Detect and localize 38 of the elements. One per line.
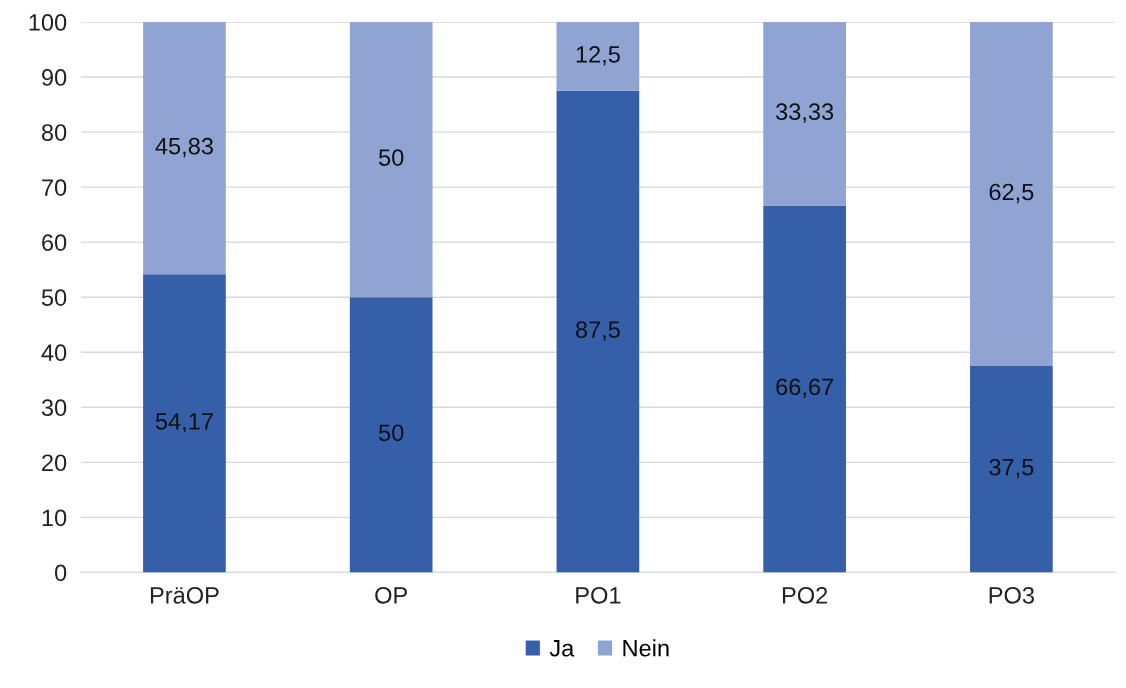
data-label: 37,5 (989, 458, 1034, 479)
bar (349, 297, 433, 573)
y-tick-label: 70 (42, 179, 67, 196)
bar (970, 366, 1053, 573)
data-label: 62,5 (989, 183, 1034, 204)
x-tick-label: PO2 (782, 586, 828, 604)
bar (763, 205, 846, 573)
y-tick-label: 10 (42, 509, 67, 527)
legend-label: Nein (623, 639, 669, 657)
bar (143, 274, 226, 573)
y-tick-label: 60 (42, 234, 67, 251)
data-label: 66,67 (776, 378, 833, 399)
y-tick-label: 20 (42, 454, 67, 472)
bar (763, 22, 846, 206)
y-tick-label: 50 (41, 289, 67, 306)
data-label: 87,5 (575, 321, 620, 341)
bar (143, 22, 226, 275)
y-tick-label: 0 (54, 564, 67, 582)
x-tick-label: PräOP (150, 586, 219, 604)
y-tick-label: 40 (41, 344, 67, 362)
x-tick-label: OP (375, 586, 407, 604)
y-tick-label: 30 (41, 399, 67, 417)
data-label: 45,83 (155, 137, 213, 158)
legend-label: Ja (549, 640, 575, 657)
bar (349, 22, 433, 298)
data-label: 33,33 (776, 103, 834, 123)
data-label: 50 (378, 149, 404, 166)
x-tick-label: PO1 (576, 586, 621, 604)
bar (556, 22, 640, 91)
y-tick-label: 100 (29, 14, 67, 31)
data-label: 12,5 (576, 46, 620, 66)
y-tick-label: 80 (41, 124, 67, 141)
bar (970, 22, 1053, 367)
x-tick-label: PO3 (989, 586, 1034, 604)
y-tick-label: 90 (42, 69, 67, 86)
data-label: 50 (378, 424, 404, 442)
data-label: 54,17 (155, 413, 213, 433)
bar (556, 90, 640, 573)
